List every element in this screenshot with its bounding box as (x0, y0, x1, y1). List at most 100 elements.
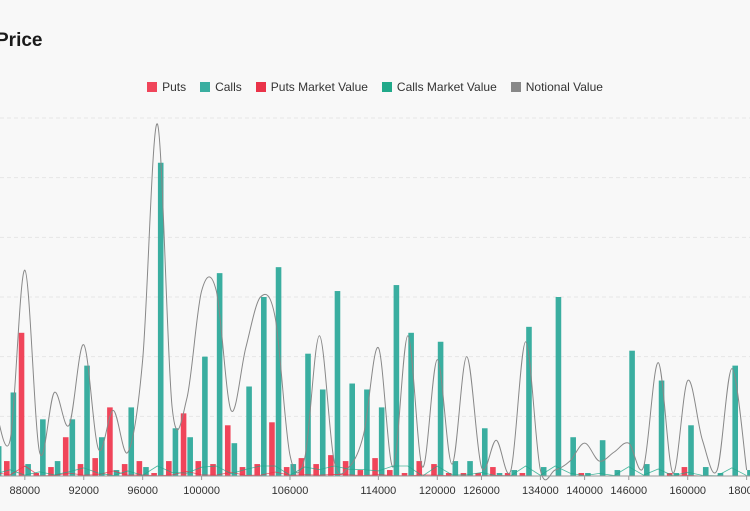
calls-bar (614, 470, 621, 476)
puts-bar (48, 467, 54, 476)
x-tick-label: 100000 (183, 485, 220, 497)
legend-swatch (200, 82, 211, 92)
puts-bar (504, 473, 511, 476)
calls-bar (157, 162, 164, 476)
calls-bar (69, 419, 76, 476)
puts-bar (445, 473, 452, 476)
x-tick-label: 160000 (669, 485, 706, 497)
legend-item[interactable]: Puts (147, 80, 186, 94)
calls-bar (334, 291, 341, 476)
calls-bar (555, 297, 562, 476)
legend-item[interactable]: Calls (200, 80, 242, 94)
calls-bar (378, 407, 385, 476)
calls-bar (143, 467, 149, 476)
calls-bar (540, 467, 547, 476)
puts-bar (77, 464, 84, 476)
puts-bar (254, 464, 261, 476)
legend-item[interactable]: Calls Market Value (381, 80, 497, 94)
puts-bar (239, 467, 246, 476)
puts-bar (519, 473, 526, 476)
calls-bar (84, 365, 90, 476)
calls-bar (452, 461, 459, 476)
calls-bar (231, 443, 238, 476)
puts-bar (416, 461, 423, 476)
puts-bar (121, 464, 128, 476)
puts-bar (92, 458, 98, 476)
calls-bar (702, 467, 709, 476)
calls-bar (113, 470, 120, 476)
puts-bar (224, 425, 231, 476)
calls-bar (408, 332, 414, 476)
puts-bar (490, 467, 496, 476)
puts-bar (210, 464, 216, 476)
chart-title: Price (0, 30, 43, 51)
puts-bar (298, 458, 305, 476)
legend-swatch (147, 82, 158, 92)
calls-bar (717, 473, 724, 476)
legend-label: Puts Market Value (270, 80, 368, 94)
calls-bar (10, 392, 17, 476)
legend-label: Notional Value (525, 80, 603, 94)
x-tick-label: 146000 (610, 485, 647, 497)
puts-bar (166, 461, 172, 476)
legend-swatch (381, 82, 392, 92)
calls-bar (481, 428, 488, 476)
calls-bar (688, 425, 694, 476)
puts-bar (328, 455, 334, 476)
legend-label: Calls (215, 80, 242, 94)
puts-bar (372, 458, 378, 476)
x-tick-label: 114000 (360, 485, 396, 497)
calls-bar (585, 473, 591, 476)
puts-bar (357, 470, 364, 476)
puts-bar (18, 332, 25, 476)
puts-bar (681, 467, 688, 476)
puts-bar (107, 407, 113, 476)
legend-item[interactable]: Notional Value (510, 80, 603, 94)
puts-bar (62, 437, 69, 476)
calls-bar (246, 386, 252, 476)
calls-bar (54, 461, 61, 476)
calls-bar (25, 464, 31, 476)
x-tick-label: 120000 (419, 485, 456, 497)
x-tick-label: 140000 (566, 485, 603, 497)
puts-bar (151, 473, 157, 476)
x-tick-label: 88000 (10, 485, 41, 497)
calls-bar (437, 341, 444, 476)
calls-bar (629, 350, 635, 476)
puts-bar (3, 461, 10, 476)
calls-bar (261, 297, 267, 476)
calls-bar (364, 389, 370, 476)
legend-swatch (255, 82, 266, 92)
legend-swatch (510, 82, 521, 92)
legend-label: Puts (162, 80, 187, 94)
calls-bar (732, 365, 739, 476)
puts-bar (180, 413, 187, 476)
calls-bar (98, 437, 105, 476)
chart-legend: Puts Calls Puts Market Value Calls Market V… (0, 80, 750, 94)
calls-bar (40, 419, 46, 476)
x-tick-label: 126000 (463, 485, 500, 497)
calls-bar (187, 437, 193, 476)
calls-bar (496, 473, 503, 476)
calls-bar (349, 383, 356, 476)
calls-bar (305, 353, 311, 476)
x-tick-label: 96000 (127, 485, 158, 497)
calls-bar (202, 356, 208, 476)
x-tick-label: 106000 (272, 485, 309, 497)
legend-label: Calls Market Value (396, 80, 497, 94)
puts-bar (475, 473, 481, 476)
puts-bar (431, 464, 437, 476)
calls-market-value-line (0, 465, 747, 477)
legend-item[interactable]: Puts Market Value (255, 80, 368, 94)
puts-bar (136, 461, 143, 476)
calls-bar (319, 389, 326, 476)
puts-bar (269, 422, 275, 476)
calls-bar (290, 464, 297, 476)
puts-bar (386, 470, 393, 476)
calls-bar (644, 464, 650, 476)
x-tick-label: 92000 (68, 485, 99, 497)
calls-bar (747, 470, 750, 476)
puts-bar (313, 464, 319, 476)
puts-bar (33, 473, 40, 476)
